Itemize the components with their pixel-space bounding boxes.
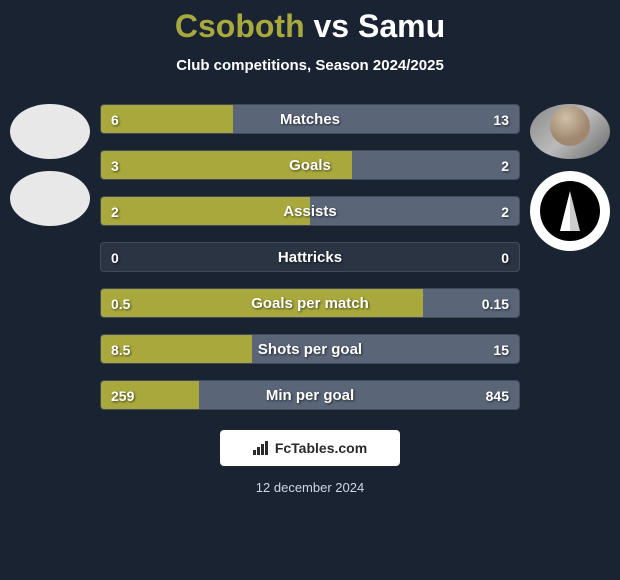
- brand-text: FcTables.com: [275, 440, 367, 456]
- stat-row: 613Matches: [100, 104, 520, 134]
- stat-row: 259845Min per goal: [100, 380, 520, 410]
- player2-club-logo: [530, 171, 610, 251]
- player2-photo: [530, 104, 610, 159]
- stat-label: Hattricks: [101, 243, 519, 272]
- stat-label: Min per goal: [101, 381, 519, 410]
- stat-row: 22Assists: [100, 196, 520, 226]
- stat-row: 32Goals: [100, 150, 520, 180]
- player1-avatars: [10, 104, 90, 238]
- date-text: 12 december 2024: [0, 480, 620, 495]
- stat-label: Goals: [101, 151, 519, 180]
- player1-club-logo: [10, 171, 90, 226]
- player1-name: Csoboth: [175, 8, 305, 44]
- stat-label: Assists: [101, 197, 519, 226]
- stat-row: 00Hattricks: [100, 242, 520, 272]
- subtitle: Club competitions, Season 2024/2025: [0, 57, 620, 74]
- brand-badge: FcTables.com: [220, 430, 400, 466]
- player1-photo: [10, 104, 90, 159]
- stats-rows: 613Matches 32Goals 22Assists 00Hattricks 0.5…: [100, 104, 520, 410]
- stat-row: 8.515Shots per goal: [100, 334, 520, 364]
- comparison-title: Csoboth vs Samu: [0, 0, 620, 45]
- chart-icon: [253, 441, 269, 455]
- stat-row: 0.50.15Goals per match: [100, 288, 520, 318]
- player2-avatars: [530, 104, 610, 251]
- vs-text: vs: [314, 8, 350, 44]
- player2-name: Samu: [358, 8, 445, 44]
- stat-label: Shots per goal: [101, 335, 519, 364]
- stat-label: Goals per match: [101, 289, 519, 318]
- stat-label: Matches: [101, 105, 519, 134]
- stats-chart: 613Matches 32Goals 22Assists 00Hattricks 0.5…: [0, 104, 620, 410]
